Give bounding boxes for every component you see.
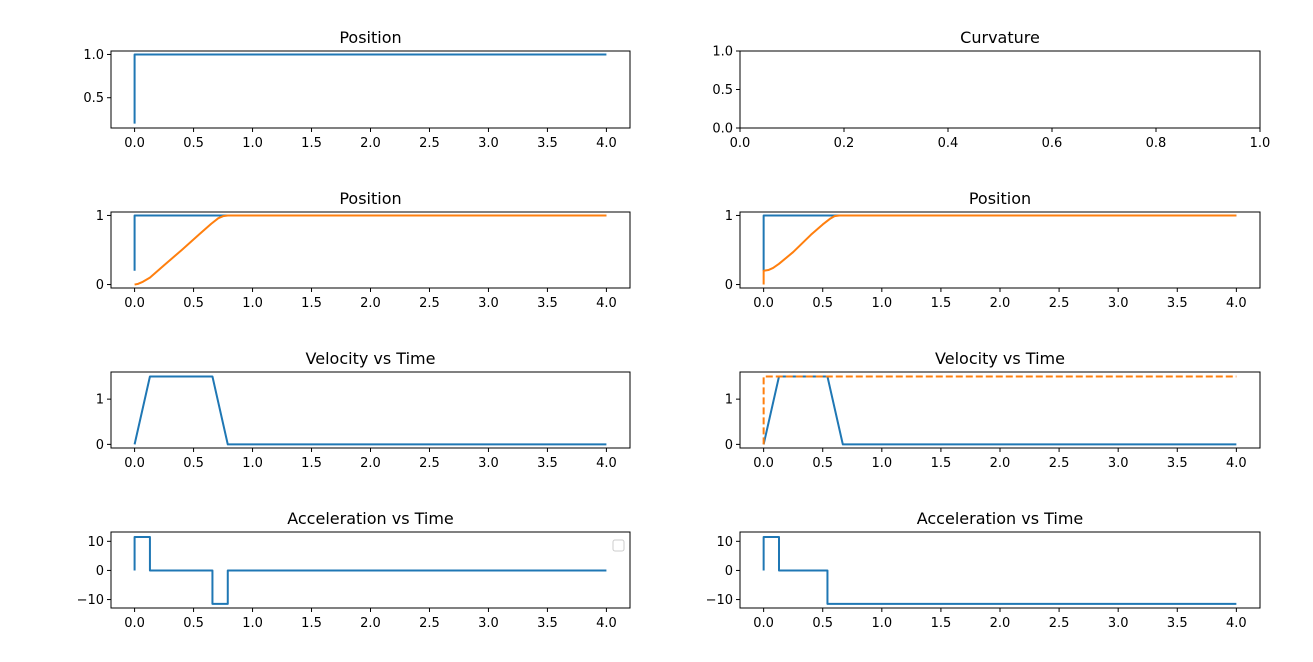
x-tick-label: 2.0 [360,296,381,311]
x-tick-label: 3.0 [1108,616,1129,631]
x-tick-label: 3.0 [478,296,499,311]
x-tick-label: 0.5 [183,616,204,631]
x-tick-label: 1.5 [931,456,952,471]
x-tick-label: 1.5 [931,296,952,311]
panel-title: Velocity vs Time [935,349,1065,368]
x-tick-label: 0.0 [124,616,145,631]
y-tick-label: 1 [725,209,733,224]
panel-title: Velocity vs Time [306,349,436,368]
x-tick-label: 2.5 [419,136,440,151]
x-tick-label: 0.4 [938,136,959,151]
panel-title: Acceleration vs Time [287,509,454,528]
x-tick-label: 1.0 [871,456,892,471]
x-tick-label: 2.5 [419,616,440,631]
x-tick-label: 3.0 [478,456,499,471]
x-tick-label: 4.0 [596,296,617,311]
y-tick-label: 0.5 [712,83,733,98]
x-tick-label: 0.5 [183,296,204,311]
x-tick-label: 2.5 [419,296,440,311]
x-tick-label: 4.0 [596,136,617,151]
x-tick-label: 3.0 [478,136,499,151]
y-tick-label: 10 [716,535,733,550]
x-tick-label: 1.5 [301,296,322,311]
x-tick-label: 0.5 [183,456,204,471]
x-tick-label: 0.0 [753,456,774,471]
y-tick-label: 0.5 [83,91,104,106]
x-tick-label: 1.0 [871,616,892,631]
x-tick-label: 0.0 [753,616,774,631]
y-tick-label: 1.0 [712,45,733,60]
x-tick-label: 2.0 [990,456,1011,471]
x-tick-label: 2.5 [1049,616,1070,631]
x-tick-label: 1.5 [301,616,322,631]
x-tick-label: 3.5 [1167,296,1188,311]
x-tick-label: 3.5 [537,616,558,631]
x-tick-label: 4.0 [1226,616,1247,631]
panel-title: Position [969,189,1031,208]
y-tick-label: 1 [96,393,104,408]
panel-title: Position [339,28,401,47]
y-tick-label: 1 [96,209,104,224]
x-tick-label: 1.0 [242,136,263,151]
x-tick-label: 3.5 [537,456,558,471]
x-tick-label: 0.5 [812,456,833,471]
x-tick-label: 0.0 [124,456,145,471]
x-tick-label: 4.0 [1226,456,1247,471]
x-tick-label: 1.5 [931,616,952,631]
y-tick-label: 0 [725,564,733,579]
x-tick-label: 3.5 [537,296,558,311]
x-tick-label: 4.0 [596,456,617,471]
y-tick-label: 0 [725,438,733,453]
x-tick-label: 3.0 [1108,296,1129,311]
y-tick-label: −10 [77,593,104,608]
x-tick-label: 0.0 [124,136,145,151]
x-tick-label: 0.0 [124,296,145,311]
x-tick-label: 2.5 [1049,456,1070,471]
x-tick-label: 2.0 [990,296,1011,311]
x-tick-label: 3.5 [537,136,558,151]
x-tick-label: 1.5 [301,136,322,151]
x-tick-label: 1.0 [242,456,263,471]
y-tick-label: −10 [706,593,733,608]
y-tick-label: 1 [725,393,733,408]
x-tick-label: 1.0 [1250,136,1271,151]
x-tick-label: 1.0 [242,616,263,631]
x-tick-label: 2.0 [360,616,381,631]
x-tick-label: 3.5 [1167,616,1188,631]
panel-title: Curvature [960,28,1040,47]
y-tick-label: 0 [96,438,104,453]
x-tick-label: 0.5 [812,616,833,631]
x-tick-label: 0.5 [812,296,833,311]
y-tick-label: 0 [725,278,733,293]
x-tick-label: 0.2 [834,136,855,151]
x-tick-label: 2.0 [360,456,381,471]
y-tick-label: 0 [96,278,104,293]
y-tick-label: 0 [96,564,104,579]
panel-title: Acceleration vs Time [917,509,1084,528]
x-tick-label: 2.5 [1049,296,1070,311]
y-tick-label: 0.0 [712,122,733,137]
x-tick-label: 0.8 [1146,136,1167,151]
y-tick-label: 1.0 [83,48,104,63]
x-tick-label: 2.0 [990,616,1011,631]
x-tick-label: 1.5 [301,456,322,471]
legend-box [613,540,624,551]
x-tick-label: 0.0 [753,296,774,311]
y-tick-label: 10 [87,535,104,550]
x-tick-label: 0.6 [1042,136,1063,151]
x-tick-label: 0.5 [183,136,204,151]
panel-title: Position [339,189,401,208]
x-tick-label: 3.0 [478,616,499,631]
x-tick-label: 0.0 [730,136,751,151]
x-tick-label: 2.0 [360,136,381,151]
x-tick-label: 3.0 [1108,456,1129,471]
x-tick-label: 1.0 [871,296,892,311]
x-tick-label: 4.0 [1226,296,1247,311]
x-tick-label: 3.5 [1167,456,1188,471]
x-tick-label: 2.5 [419,456,440,471]
x-tick-label: 1.0 [242,296,263,311]
x-tick-label: 4.0 [596,616,617,631]
